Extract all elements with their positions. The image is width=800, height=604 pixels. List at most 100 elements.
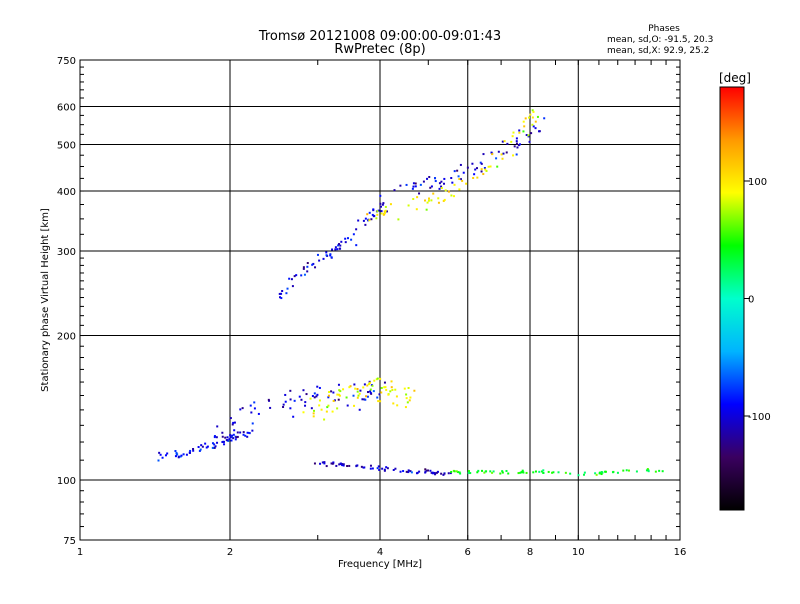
- echo-point: [284, 393, 287, 396]
- echo-point: [543, 117, 546, 120]
- echo-point: [380, 212, 383, 215]
- colorbar-tick-label: 100: [748, 177, 767, 188]
- y-tick-label: 500: [57, 141, 76, 152]
- echo-point: [306, 262, 309, 265]
- echo-point: [337, 244, 340, 247]
- x-tick-label: 16: [674, 547, 687, 558]
- echo-point: [315, 395, 318, 398]
- echo-point: [382, 202, 385, 205]
- echo-point: [221, 431, 224, 434]
- echo-point: [416, 196, 419, 199]
- x-tick-label: 10: [572, 547, 585, 558]
- x-tick-label: 2: [227, 547, 233, 558]
- echo-point: [366, 391, 369, 394]
- echo-point: [604, 470, 607, 473]
- echo-point: [257, 412, 260, 415]
- echo-point: [477, 469, 480, 472]
- echo-point: [366, 395, 369, 398]
- echo-point: [489, 470, 492, 473]
- echo-point: [412, 182, 415, 185]
- echo-point: [331, 462, 334, 465]
- colorbar-tick-label: 0: [748, 295, 754, 306]
- echo-point: [229, 436, 232, 439]
- echo-point: [524, 117, 527, 120]
- echo-point: [338, 463, 341, 466]
- echo-point: [622, 469, 625, 472]
- echo-point: [418, 470, 421, 473]
- echo-point: [311, 395, 314, 398]
- echo-point: [386, 467, 389, 470]
- echo-point: [437, 201, 440, 204]
- echo-point: [527, 135, 530, 138]
- data-points: [157, 109, 664, 477]
- echo-point: [547, 470, 550, 473]
- echo-point: [438, 187, 441, 190]
- echo-point: [369, 388, 372, 391]
- echo-point: [424, 468, 427, 471]
- echo-point: [352, 394, 355, 397]
- echo-point: [372, 215, 375, 218]
- echo-point: [377, 400, 380, 403]
- echo-point: [206, 445, 209, 448]
- echo-point: [519, 471, 522, 474]
- echo-point: [327, 404, 330, 407]
- echo-point: [356, 464, 359, 467]
- echo-point: [383, 212, 386, 215]
- echo-point: [491, 471, 494, 474]
- y-tick-label: 600: [57, 103, 76, 114]
- y-axis-label: Stationary phase Virtual Height [km]: [40, 208, 51, 392]
- echo-point: [362, 219, 365, 222]
- echo-point: [239, 431, 242, 434]
- echo-point: [531, 116, 534, 119]
- echo-point: [383, 468, 386, 471]
- echo-point: [339, 462, 342, 465]
- echo-point: [383, 469, 386, 472]
- echo-point: [407, 204, 410, 207]
- echo-point: [358, 392, 361, 395]
- echo-point: [346, 404, 349, 407]
- echo-point: [379, 194, 382, 197]
- echo-point: [538, 470, 541, 473]
- echo-point: [337, 393, 340, 396]
- echo-point: [661, 470, 664, 473]
- echo-point: [166, 452, 169, 455]
- echo-point: [447, 472, 450, 475]
- echo-point: [344, 241, 347, 244]
- echo-point: [528, 140, 531, 143]
- echo-point: [407, 469, 410, 472]
- echo-point: [358, 408, 361, 411]
- echo-point: [399, 470, 402, 473]
- echo-point: [458, 471, 461, 474]
- echo-point: [418, 192, 421, 195]
- echo-point: [251, 422, 254, 425]
- echo-point: [450, 177, 453, 180]
- echo-point: [451, 181, 454, 184]
- echo-point: [476, 176, 479, 179]
- echo-point: [542, 469, 545, 472]
- echo-point: [389, 390, 392, 393]
- echo-point: [316, 253, 319, 256]
- echo-point: [475, 167, 478, 170]
- echo-point: [322, 257, 325, 260]
- echo-point: [216, 441, 219, 444]
- echo-point: [436, 470, 439, 473]
- echo-point: [319, 462, 322, 465]
- echo-point: [408, 399, 411, 402]
- echo-point: [356, 396, 359, 399]
- echo-point: [326, 406, 329, 409]
- echo-point: [278, 292, 281, 295]
- echo-point: [531, 123, 534, 126]
- echo-point: [422, 180, 425, 183]
- echo-point: [368, 219, 371, 222]
- colorbar-ticks: 100 0 -100: [744, 177, 771, 423]
- y-tick-label: 200: [57, 332, 76, 343]
- echo-point: [215, 436, 218, 439]
- echo-point: [372, 208, 375, 211]
- echo-point: [440, 472, 443, 475]
- echo-point: [516, 146, 519, 149]
- echo-point: [378, 468, 381, 471]
- echo-point: [434, 473, 437, 476]
- echo-point: [369, 467, 372, 470]
- echo-point: [442, 473, 445, 476]
